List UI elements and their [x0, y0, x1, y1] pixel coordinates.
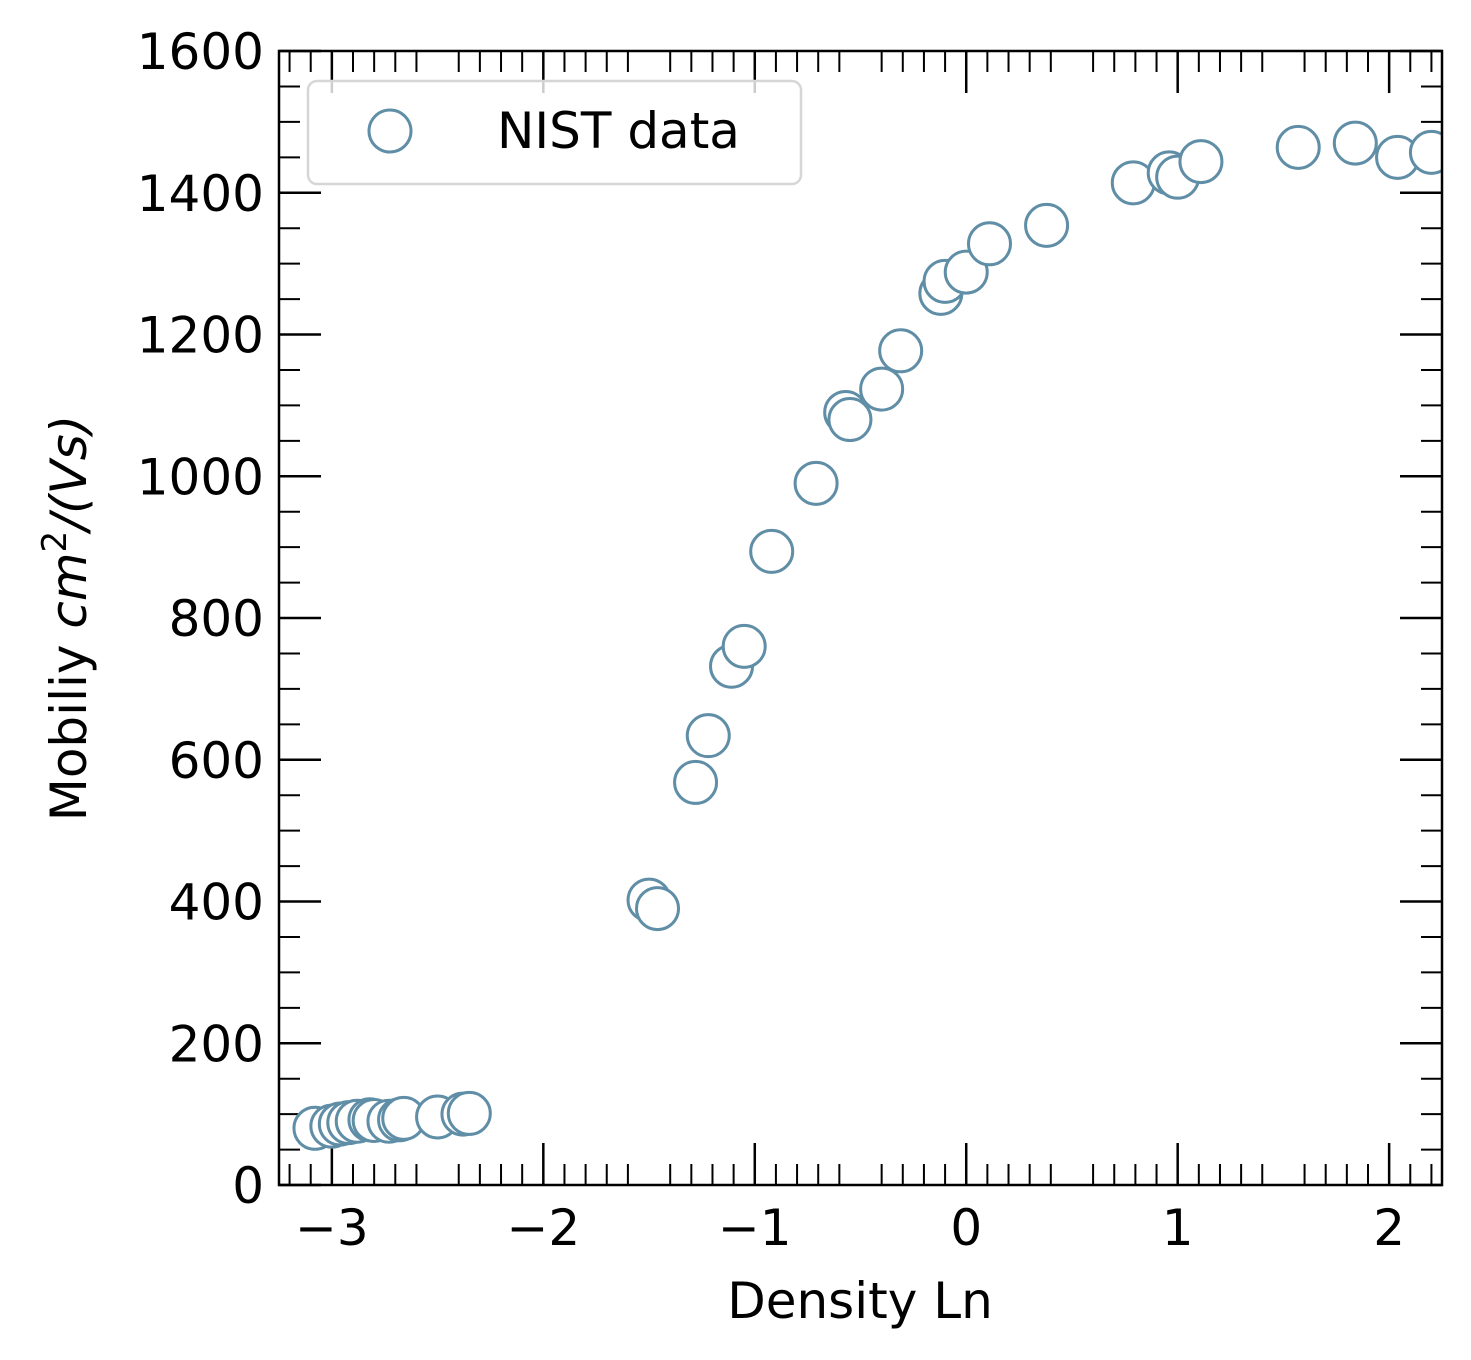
data-point [878, 328, 924, 374]
data-point [749, 528, 795, 574]
y-axis-label-sup: 2 [35, 531, 75, 553]
y-tick-label: 200 [169, 1015, 264, 1073]
y-tick-label: 1400 [137, 165, 264, 223]
legend-marker [367, 108, 413, 154]
x-tick-labels: −3 −2 −1 0 1 2 [295, 1199, 1405, 1257]
y-tick-label: 800 [169, 590, 264, 648]
y-tick-label: 1200 [137, 307, 264, 365]
y-axis-label-math: cm [40, 552, 98, 628]
x-tick-label: −3 [295, 1199, 369, 1257]
x-axis-label: Density Ln [727, 1272, 993, 1330]
x-tick-label: 1 [1162, 1199, 1194, 1257]
data-point [685, 713, 731, 759]
legend-box [306, 79, 803, 186]
plot-frame [277, 49, 1444, 1187]
y-tick-label: 400 [169, 874, 264, 932]
y-tick-label: 1600 [137, 23, 264, 81]
y-axis-label: Mobiliy cm2/(Vs) [35, 415, 98, 822]
data-points [292, 120, 1442, 1151]
x-tick-label: −2 [506, 1199, 580, 1257]
data-point [1178, 139, 1224, 185]
data-point [859, 366, 905, 412]
data-point [1024, 202, 1070, 248]
legend-label: NIST data [497, 102, 740, 160]
data-point [673, 759, 719, 805]
y-tick-labels: 0 200 400 600 800 1000 1200 1400 1600 [137, 23, 264, 1215]
x-tick-label: −1 [718, 1199, 792, 1257]
legend: NIST data [306, 79, 803, 186]
x-tick-label: 0 [950, 1199, 982, 1257]
data-point [446, 1090, 492, 1136]
data-point [966, 221, 1012, 267]
data-point [635, 886, 681, 932]
y-axis-label-text: Mobiliy [40, 629, 98, 822]
y-tick-label: 600 [169, 732, 264, 790]
data-point [827, 397, 873, 443]
major-ticks [279, 49, 1442, 1187]
data-point [1332, 120, 1378, 166]
data-point [1408, 129, 1442, 175]
x-tick-label: 2 [1373, 1199, 1405, 1257]
minor-ticks [279, 51, 1442, 1185]
y-tick-label: 0 [232, 1157, 264, 1215]
data-point [1275, 124, 1321, 170]
y-axis-label-math-tail: /(Vs) [40, 415, 98, 535]
y-tick-label: 1000 [137, 448, 264, 506]
data-point [793, 460, 839, 506]
data-point [721, 623, 767, 669]
